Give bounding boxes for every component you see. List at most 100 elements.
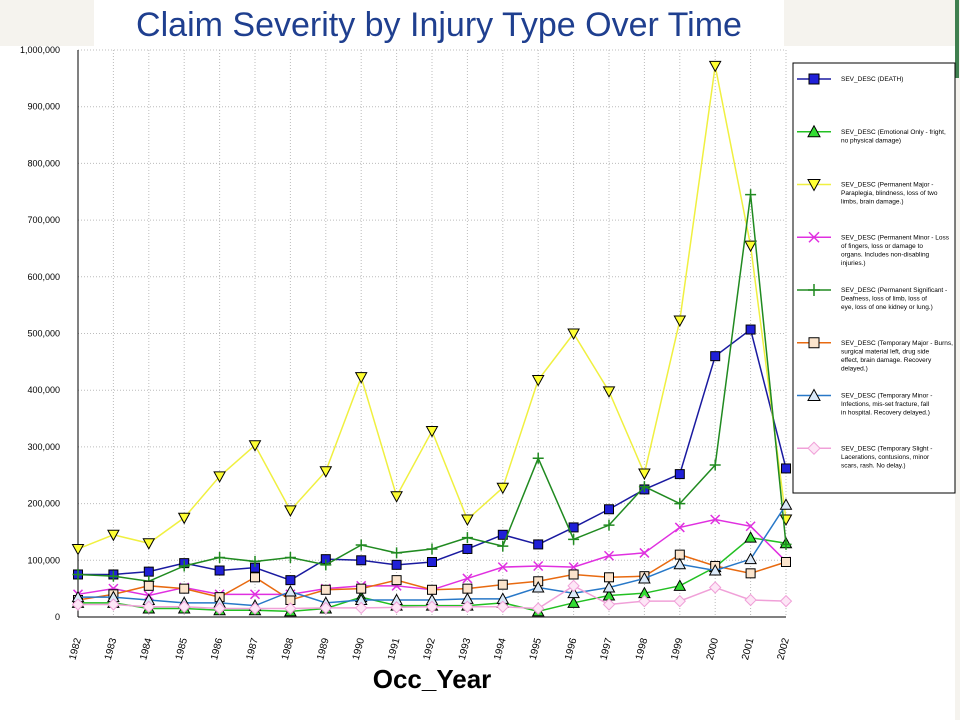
y-tick-label: 0: [55, 612, 60, 622]
data-point: [674, 498, 686, 510]
legend-label: SEV_DESC (Temporary Slight -Lacerations,…: [841, 445, 932, 469]
data-point: [107, 598, 120, 611]
data-point: [462, 583, 473, 594]
legend-entry: SEV_DESC (Permanent Minor - Loss of finge…: [797, 231, 950, 267]
data-point: [177, 512, 191, 525]
legend-swatch-marker: [808, 231, 820, 243]
data-point: [354, 372, 368, 384]
legend-entry: SEV_DESC (Temporary Minor -Infections, m…: [797, 388, 932, 417]
y-tick-label: 200,000: [27, 499, 60, 509]
data-point: [674, 469, 685, 480]
data-point: [708, 563, 722, 576]
data-point: [708, 581, 722, 594]
data-point: [107, 570, 119, 582]
data-point: [673, 315, 687, 327]
legend-swatch-marker: [807, 388, 821, 401]
legend-swatch-marker: [807, 124, 821, 138]
data-point: [568, 533, 580, 545]
data-point: [603, 519, 615, 531]
data-point: [107, 529, 120, 542]
y-tick-label: 1,000,000: [20, 45, 60, 55]
legend-swatch-marker: [807, 441, 821, 455]
data-point: [638, 468, 651, 481]
data-point: [213, 471, 226, 483]
data-point: [425, 426, 439, 438]
data-point: [461, 514, 474, 527]
data-point: [567, 586, 580, 599]
data-point: [602, 386, 616, 398]
data-point: [462, 573, 473, 584]
data-point: [781, 557, 791, 568]
data-point: [603, 550, 615, 561]
data-point: [497, 540, 509, 552]
data-point: [673, 594, 687, 608]
data-point: [284, 602, 297, 615]
data-point: [355, 539, 367, 551]
data-point: [744, 240, 757, 253]
legend-entry: SEV_DESC (Emotional Only - fright, no phy…: [797, 124, 946, 144]
data-point: [177, 600, 191, 614]
data-point: [356, 555, 367, 566]
data-point: [745, 324, 756, 335]
data-point: [673, 557, 687, 570]
data-point: [780, 538, 792, 550]
legend-entry: SEV_DESC (DEATH): [797, 73, 903, 85]
y-tick-label: 700,000: [27, 215, 60, 225]
legend-label: SEV_DESC (Temporary Major - Burns, surgic…: [841, 340, 953, 373]
data-point: [744, 552, 757, 565]
data-point: [285, 575, 296, 586]
data-point: [354, 601, 368, 615]
data-point: [143, 566, 154, 577]
data-point: [319, 466, 333, 478]
data-point: [248, 602, 262, 615]
data-point: [213, 602, 226, 615]
y-tick-label: 900,000: [27, 102, 60, 112]
data-point: [249, 589, 261, 600]
data-point: [533, 539, 544, 550]
series-5: [72, 189, 792, 587]
data-point: [638, 594, 651, 608]
x-axis-label: Occ_Year: [373, 664, 492, 694]
data-point: [745, 521, 756, 532]
data-point: [779, 594, 793, 608]
data-point: [426, 543, 438, 555]
data-point: [390, 601, 403, 614]
legend-swatch-marker: [808, 284, 820, 296]
data-point: [710, 351, 721, 362]
data-point: [320, 584, 331, 595]
legend-entry: SEV_DESC (Permanent Significant -Deafnes…: [797, 284, 947, 311]
slide-accent-bar: [955, 0, 959, 78]
data-point: [604, 572, 614, 583]
legend-swatch-marker: [808, 337, 820, 349]
data-point: [356, 583, 367, 594]
data-point: [320, 559, 332, 571]
legend-swatch-marker: [807, 179, 821, 192]
data-point: [427, 557, 437, 568]
legend-swatch-marker: [808, 73, 820, 85]
data-point: [568, 569, 579, 580]
y-tick-label: 600,000: [27, 272, 60, 282]
legend-label: SEV_DESC (DEATH): [841, 76, 903, 83]
data-point: [744, 593, 757, 607]
data-point: [496, 482, 510, 495]
data-point: [638, 481, 650, 493]
legend-entry: SEV_DESC (Permanent Major -Paraplegia, b…: [797, 179, 938, 206]
data-point: [533, 560, 544, 572]
data-point: [639, 547, 650, 558]
data-point: [284, 551, 296, 563]
y-tick-label: 800,000: [27, 158, 60, 168]
data-point: [71, 543, 85, 556]
y-tick-label: 300,000: [27, 442, 60, 452]
y-tick-label: 500,000: [27, 329, 60, 339]
data-point: [319, 601, 333, 615]
data-point: [248, 440, 262, 452]
legend-box: [792, 62, 956, 494]
data-point: [427, 584, 437, 595]
data-point: [673, 579, 687, 591]
legend-label: SEV_DESC (Permanent Minor - Loss of finge…: [841, 234, 950, 267]
data-point: [708, 60, 722, 73]
y-tick-label: 100,000: [27, 555, 60, 565]
data-point: [604, 504, 614, 515]
data-point: [214, 551, 226, 563]
